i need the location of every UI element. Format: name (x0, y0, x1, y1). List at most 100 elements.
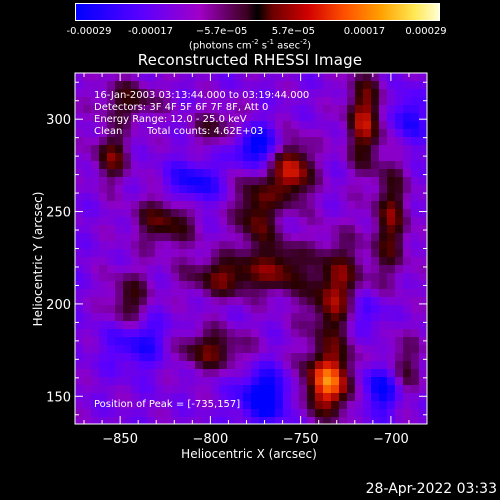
heatmap-cell (75, 177, 83, 185)
heatmap-cell (307, 161, 315, 169)
heatmap-cell (339, 89, 347, 97)
heatmap-cell (131, 361, 139, 369)
heatmap-cell (299, 73, 307, 81)
heatmap-cell (195, 145, 203, 153)
heatmap-cell (115, 201, 123, 209)
heatmap-cell (163, 337, 171, 345)
heatmap-cell (299, 313, 307, 321)
heatmap-cell (251, 153, 259, 161)
heatmap-cell (227, 377, 235, 385)
heatmap-cell (331, 257, 339, 265)
heatmap-cell (179, 329, 187, 337)
heatmap-cell (187, 417, 195, 424)
heatmap-cell (347, 289, 355, 297)
heatmap-cell (291, 329, 299, 337)
heatmap-cell (307, 113, 315, 121)
heatmap-cell (251, 337, 259, 345)
heatmap-cell (371, 241, 379, 249)
heatmap-cell (147, 361, 155, 369)
heatmap-cell (299, 393, 307, 401)
heatmap-cell (219, 305, 227, 313)
heatmap-cell (203, 329, 211, 337)
heatmap-cell (251, 321, 259, 329)
heatmap-cell (323, 273, 331, 281)
heatmap-cell (347, 105, 355, 113)
heatmap-cell (339, 337, 347, 345)
heatmap-cell (299, 297, 307, 305)
heatmap-cell (75, 297, 83, 305)
heatmap-cell (403, 377, 411, 385)
heatmap-cell (211, 249, 219, 257)
heatmap-cell (259, 265, 267, 273)
heatmap-cell (203, 225, 211, 233)
heatmap-cell (339, 185, 347, 193)
heatmap-cell (275, 281, 283, 289)
heatmap-cell (243, 329, 251, 337)
heatmap-cell (283, 97, 291, 105)
heatmap-cell (387, 273, 395, 281)
heatmap-cell (307, 145, 315, 153)
heatmap-cell (419, 193, 427, 201)
heatmap-cell (235, 265, 243, 273)
heatmap-cell (419, 89, 427, 97)
heatmap-cell (283, 105, 291, 113)
y-tick-label: 200 (46, 298, 71, 313)
heatmap-cell (299, 89, 307, 97)
heatmap-cell (91, 145, 99, 153)
heatmap-cell (379, 361, 387, 369)
heatmap-cell (227, 137, 235, 145)
heatmap-cell (235, 241, 243, 249)
heatmap-cell (355, 297, 363, 305)
heatmap-cell (75, 153, 83, 161)
heatmap-cell (363, 89, 371, 97)
heatmap-cell (163, 401, 171, 409)
heatmap-cell (299, 377, 307, 385)
heatmap-cell (355, 137, 363, 145)
heatmap-cell (155, 193, 163, 201)
heatmap-cell (379, 73, 387, 81)
heatmap-cell (331, 177, 339, 185)
heatmap-cell (83, 113, 91, 121)
heatmap-cell (179, 265, 187, 273)
heatmap-cell (259, 73, 267, 81)
heatmap-cell (155, 313, 163, 321)
heatmap-cell (211, 225, 219, 233)
heatmap-cell (155, 377, 163, 385)
heatmap-cell (291, 233, 299, 241)
heatmap-cell (99, 193, 107, 201)
heatmap-cell (227, 345, 235, 353)
heatmap-cell (379, 353, 387, 361)
heatmap-cell (227, 273, 235, 281)
heatmap-cell (219, 393, 227, 401)
heatmap-cell (339, 273, 347, 281)
heatmap-cell (147, 265, 155, 273)
heatmap-cell (339, 129, 347, 137)
heatmap-cell (179, 129, 187, 137)
heatmap-cell (291, 169, 299, 177)
heatmap-cell (347, 265, 355, 273)
heatmap-cell (331, 249, 339, 257)
heatmap-cell (179, 361, 187, 369)
heatmap-cell (347, 81, 355, 89)
heatmap-cell (195, 377, 203, 385)
heatmap-cell (195, 417, 203, 424)
heatmap-cell (267, 185, 275, 193)
heatmap-cell (403, 361, 411, 369)
heatmap-cell (147, 145, 155, 153)
chart-title: Reconstructed RHESSI Image (137, 51, 363, 69)
heatmap-cell (131, 129, 139, 137)
heatmap-cell (91, 313, 99, 321)
heatmap-cell (179, 345, 187, 353)
heatmap-cell (403, 97, 411, 105)
heatmap-cell (227, 401, 235, 409)
heatmap-cell (187, 233, 195, 241)
heatmap-cell (323, 137, 331, 145)
heatmap-cell (347, 169, 355, 177)
heatmap-cell (363, 345, 371, 353)
heatmap-cell (219, 193, 227, 201)
annotation-time-range: 16-Jan-2003 03:13:44.000 to 03:19:44.000 (94, 90, 310, 101)
heatmap-cell (267, 257, 275, 265)
heatmap-cell (323, 161, 331, 169)
heatmap-cell (251, 289, 259, 297)
heatmap-cell (315, 145, 323, 153)
